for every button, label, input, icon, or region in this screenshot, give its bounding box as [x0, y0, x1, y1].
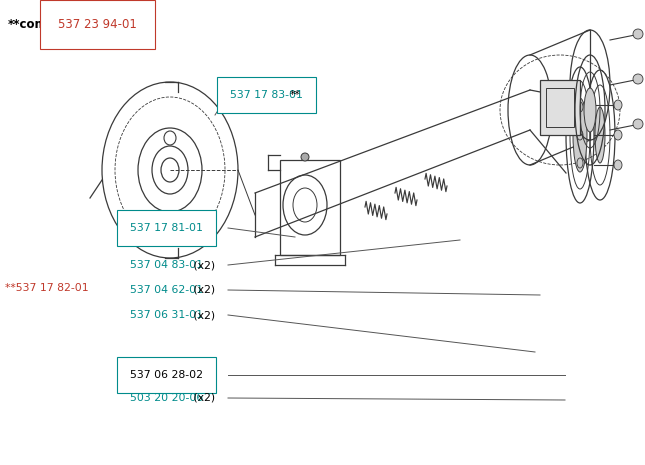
Text: **537 17 82-01: **537 17 82-01 [5, 283, 88, 293]
Ellipse shape [584, 88, 596, 132]
Text: (x2): (x2) [190, 310, 215, 320]
Text: 537 17 83-01: 537 17 83-01 [230, 90, 303, 100]
Polygon shape [540, 80, 580, 135]
Ellipse shape [614, 100, 622, 110]
Text: (x2): (x2) [190, 260, 215, 270]
Text: 537 06 31-01: 537 06 31-01 [130, 310, 203, 320]
Text: 503 20 20-06: 503 20 20-06 [130, 393, 203, 403]
Ellipse shape [633, 74, 643, 84]
Ellipse shape [614, 160, 622, 170]
Text: (x2): (x2) [190, 393, 215, 403]
Ellipse shape [573, 98, 587, 172]
Ellipse shape [633, 29, 643, 39]
Ellipse shape [633, 119, 643, 129]
Ellipse shape [595, 107, 605, 163]
Text: **: ** [290, 90, 301, 100]
Text: 537 23 94-01: 537 23 94-01 [58, 18, 137, 31]
Text: 537 04 83-01: 537 04 83-01 [130, 260, 203, 270]
Ellipse shape [614, 130, 622, 140]
Text: (x2): (x2) [190, 285, 215, 295]
Text: 537 17 81-01: 537 17 81-01 [130, 223, 203, 233]
Text: **compl: **compl [8, 18, 60, 31]
Ellipse shape [301, 153, 309, 161]
Text: 537 06 28-02: 537 06 28-02 [130, 370, 203, 380]
Text: 537 04 62-01: 537 04 62-01 [130, 285, 203, 295]
